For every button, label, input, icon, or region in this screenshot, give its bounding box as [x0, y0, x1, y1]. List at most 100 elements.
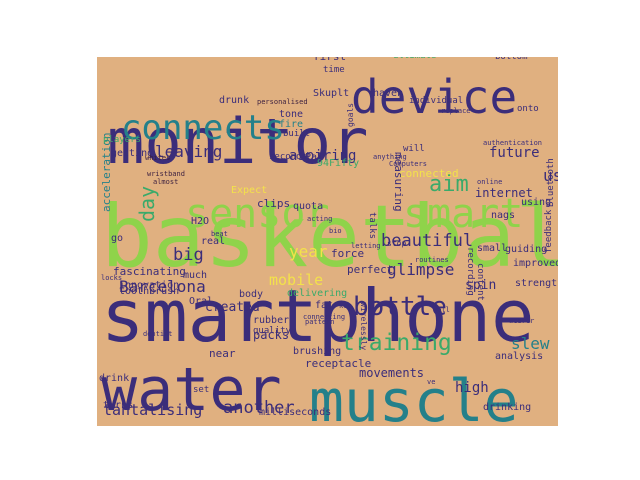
word-body: body — [239, 288, 264, 300]
word-will: will — [403, 143, 425, 154]
word-seconds: seconds — [269, 151, 307, 162]
word-bottle: bottle — [353, 291, 447, 322]
word-onto: onto — [517, 103, 539, 114]
word-day: day — [135, 185, 159, 222]
word-smartphone: smartphone — [101, 273, 535, 358]
word-small: small — [477, 242, 508, 254]
word-milliseconds: milliseconds — [259, 406, 332, 418]
word-big: big — [173, 245, 204, 266]
word-cloud: basketballsmartphone monitor water muscle de… — [97, 57, 558, 426]
word-water: water — [101, 354, 282, 425]
word-analysis: analysis — [495, 350, 544, 362]
word-tone: tone — [279, 108, 304, 120]
word-beat: beat — [211, 230, 228, 239]
word-acting: acting — [307, 215, 333, 224]
word-us: us — [543, 165, 558, 185]
word-packs: packs — [253, 328, 290, 343]
word-oral: Oral — [189, 295, 214, 307]
word-training: training — [341, 330, 452, 357]
word-wirelessly: wirelessly — [359, 302, 368, 351]
word-toothbrush: toothbrush — [119, 285, 180, 297]
word-connected: connected — [399, 166, 459, 180]
word-players: players — [103, 134, 141, 145]
word-much: much — [183, 269, 208, 281]
word-nags: nags — [491, 209, 516, 221]
word-getting: getting — [111, 147, 154, 159]
word-personalised: personalised — [257, 98, 308, 107]
word-slew: slew — [511, 333, 550, 353]
word-feedback: feedback — [544, 209, 554, 253]
word-innovation: innovation — [119, 279, 180, 291]
word-strength: strength — [515, 277, 558, 289]
word-sensor: sensor — [185, 191, 330, 238]
word-ultimate: ultimate — [393, 57, 436, 61]
word-key: key — [339, 302, 352, 311]
word-bluetooth: Bluetooth — [546, 158, 556, 207]
word-go: go — [111, 232, 124, 244]
word-h2o: H2O — [191, 215, 210, 227]
word-fat: fat — [315, 299, 334, 311]
word-glimpse: glimpse — [387, 259, 455, 279]
word-first: first — [313, 57, 346, 62]
word-locks: locks — [101, 274, 123, 283]
word-fire: fire — [279, 118, 304, 130]
word-time: time — [323, 64, 345, 75]
word-routines: routines — [415, 256, 449, 265]
word-mobile: mobile — [269, 270, 324, 289]
word-drinking: drinking — [483, 401, 532, 413]
word-haven: haven — [373, 87, 404, 99]
word-basketball: basketball — [101, 187, 558, 288]
word-almost: almost — [153, 178, 179, 187]
word-monitor: monitor — [107, 105, 369, 179]
word-94fifty: 94Fifty — [317, 157, 360, 169]
word-quota: quota — [293, 200, 324, 212]
word-improved: improved — [513, 257, 558, 269]
word-guiding: guiding — [505, 243, 548, 255]
word-smart: smart — [403, 191, 524, 238]
word-movements: movements — [359, 366, 425, 381]
word-connects: connects — [121, 108, 285, 149]
word-set: set — [193, 384, 210, 395]
word-replace: replace — [441, 107, 471, 116]
word-pattern: pattern — [305, 318, 335, 327]
word-wearer: wearer — [509, 317, 535, 326]
word-another: another — [223, 398, 295, 419]
word-drink: drink — [99, 372, 130, 384]
word-online: online — [477, 178, 503, 187]
word-delivering: delivering — [287, 287, 348, 299]
word-computers: Computers — [389, 160, 427, 169]
word-pal: Pal — [305, 151, 324, 163]
word-turns: turns — [103, 399, 134, 411]
word-talks: talks — [367, 212, 377, 240]
word-internet: internet — [475, 186, 533, 201]
word-built: built — [283, 128, 311, 139]
word-connecting: connecting — [303, 313, 346, 322]
word-aim: aim — [429, 171, 469, 197]
word-real: real — [201, 235, 226, 247]
word-using: using — [521, 196, 552, 208]
word-device: device — [351, 70, 518, 125]
word-spin: spin — [465, 278, 497, 294]
word-tantalising: tantalising — [103, 400, 203, 419]
word-leaving: leaving — [155, 141, 223, 161]
word-barcelona: Barcelona — [119, 276, 206, 296]
word-rubber: rubber — [253, 314, 290, 326]
word-individual: individual — [409, 95, 464, 106]
word-clips: clips — [257, 196, 291, 210]
word-recording: recording — [465, 247, 475, 296]
word-force: force — [331, 246, 365, 260]
word-wristband: wristband — [147, 170, 185, 179]
word-perfect: perfect — [347, 262, 394, 276]
word-quality: quality — [253, 325, 291, 336]
word-authentication: authentication — [483, 139, 543, 148]
word-year: year — [289, 241, 328, 261]
word-content: content — [475, 263, 485, 301]
word-whites: whites — [145, 154, 171, 163]
word-anything: anything — [373, 153, 407, 162]
word-created: created — [205, 300, 260, 316]
word-expect: Expect — [231, 184, 268, 196]
word-beautiful: beautiful — [381, 231, 474, 252]
word-future: future — [489, 144, 540, 161]
word-letting: letting — [351, 242, 381, 251]
word-receptacle: receptacle — [305, 356, 372, 370]
